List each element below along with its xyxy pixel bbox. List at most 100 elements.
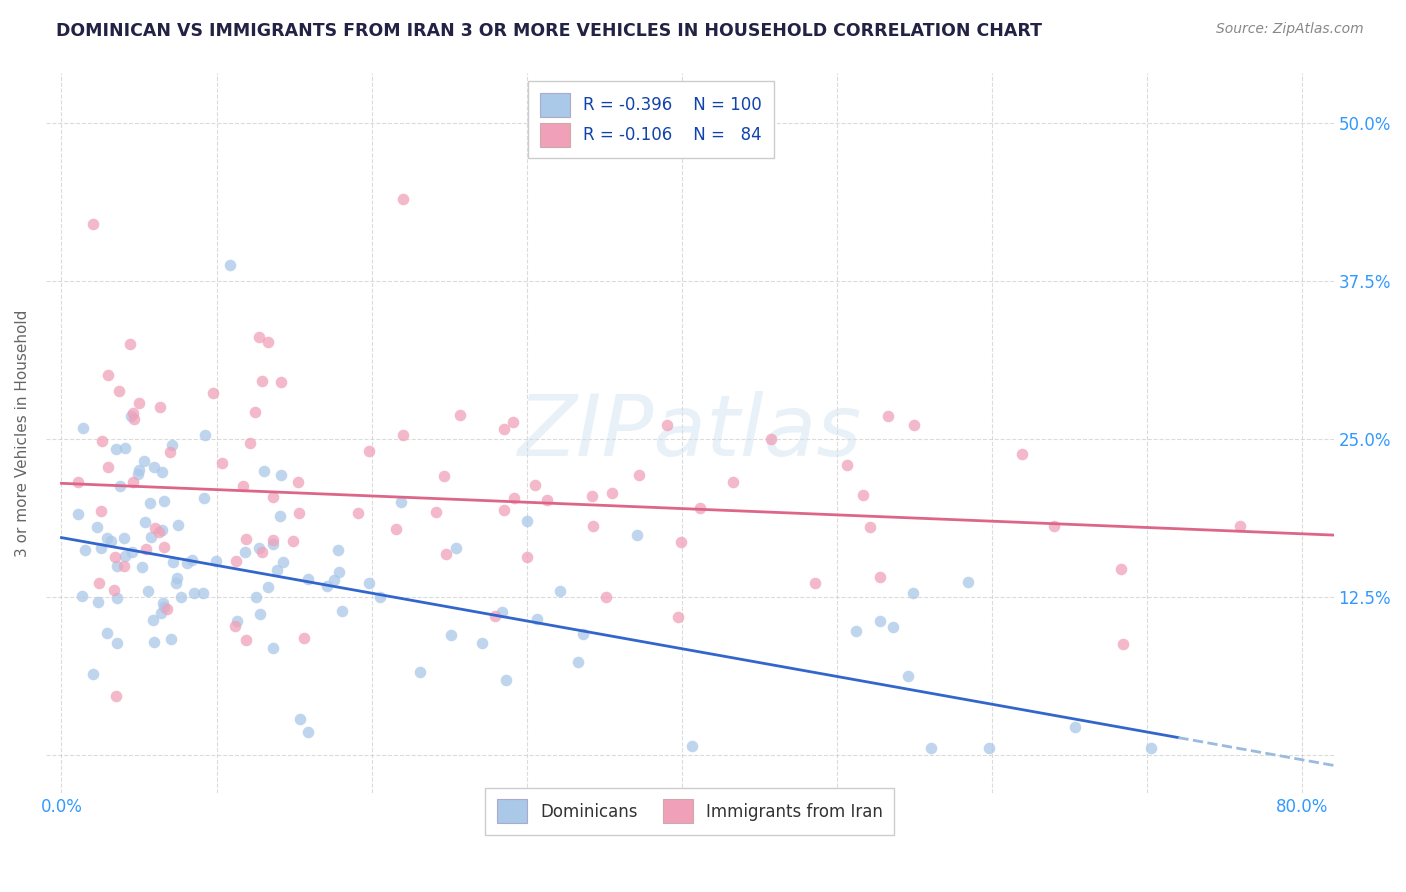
Point [150, 465, 173, 479]
Point [82, 667, 104, 681]
Point [122, 475, 145, 489]
Point [201, 386, 224, 401]
Point [100, 534, 122, 549]
Point [845, 624, 868, 638]
Point [903, 418, 925, 433]
Point [153, 540, 176, 554]
Point [67, 508, 90, 522]
Point [257, 334, 280, 349]
Point [149, 606, 172, 620]
Point [181, 553, 204, 567]
Point [449, 408, 471, 422]
Point [250, 544, 273, 558]
Point [104, 442, 127, 456]
Point [97, 368, 120, 383]
Point [247, 541, 270, 556]
Point [108, 479, 131, 493]
Point [108, 384, 131, 398]
Point [245, 590, 267, 604]
Point [803, 575, 825, 590]
Point [876, 409, 898, 424]
Point [183, 586, 205, 600]
Point [112, 558, 135, 573]
Point [105, 558, 128, 573]
Point [681, 739, 703, 753]
Point [516, 514, 538, 528]
Point [159, 444, 181, 458]
Point [114, 549, 136, 563]
Point [153, 494, 176, 508]
Point [194, 428, 217, 442]
Point [869, 614, 891, 628]
Point [262, 537, 284, 551]
Point [105, 636, 128, 650]
Point [721, 475, 744, 489]
Point [135, 542, 157, 557]
Point [127, 467, 149, 482]
Point [1112, 637, 1135, 651]
Point [252, 464, 274, 478]
Point [232, 479, 254, 493]
Point [491, 605, 513, 619]
Point [167, 517, 190, 532]
Point [250, 375, 273, 389]
Point [523, 477, 546, 491]
Point [330, 603, 353, 617]
Point [134, 515, 156, 529]
Point [494, 503, 516, 517]
Point [357, 444, 380, 458]
Point [1139, 741, 1161, 756]
Point [502, 491, 524, 505]
Point [567, 655, 589, 669]
Point [357, 575, 380, 590]
Point [572, 627, 595, 641]
Point [897, 669, 920, 683]
Point [170, 590, 193, 604]
Point [536, 493, 558, 508]
Point [153, 600, 176, 615]
Point [581, 489, 603, 503]
Point [287, 507, 309, 521]
Point [150, 523, 173, 537]
Point [409, 665, 432, 680]
Point [391, 192, 413, 206]
Point [122, 412, 145, 426]
Point [90, 504, 112, 518]
Point [205, 554, 228, 568]
Point [105, 591, 128, 605]
Point [266, 563, 288, 577]
Point [759, 432, 782, 446]
Point [287, 475, 309, 489]
Point [297, 572, 319, 586]
Point [156, 601, 179, 615]
Point [132, 454, 155, 468]
Point [389, 495, 412, 509]
Point [82, 218, 104, 232]
Point [152, 596, 174, 610]
Point [128, 396, 150, 410]
Point [90, 541, 112, 555]
Point [271, 555, 294, 569]
Point [247, 330, 270, 344]
Point [471, 636, 494, 650]
Point [328, 565, 350, 579]
Point [391, 427, 413, 442]
Point [120, 337, 142, 351]
Point [526, 612, 548, 626]
Point [224, 618, 246, 632]
Point [104, 550, 127, 565]
Point [75, 543, 97, 558]
Point [628, 467, 651, 482]
Point [103, 582, 125, 597]
Point [114, 441, 136, 455]
Point [128, 463, 150, 477]
Point [368, 591, 391, 605]
Point [288, 712, 311, 726]
Point [1111, 562, 1133, 576]
Point [548, 583, 571, 598]
Point [87, 576, 110, 591]
Point [70, 589, 93, 603]
Point [142, 613, 165, 627]
Point [977, 741, 1000, 756]
Point [160, 438, 183, 452]
